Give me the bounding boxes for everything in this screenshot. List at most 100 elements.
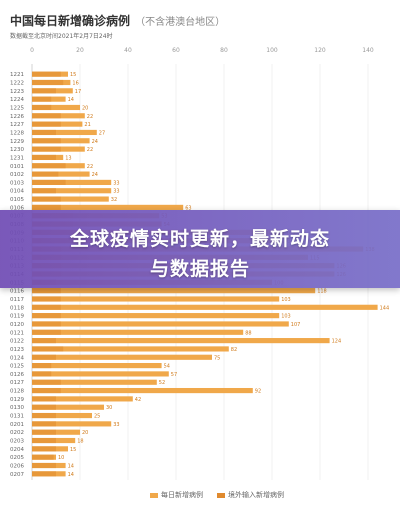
legend-label-imported: 境外输入新增病例 bbox=[228, 491, 284, 499]
bar-imported bbox=[32, 387, 61, 394]
data-label: 14 bbox=[68, 464, 74, 470]
bar-imported bbox=[32, 313, 61, 319]
bar-daily bbox=[32, 346, 229, 352]
y-tick-label: 0127 bbox=[10, 380, 24, 386]
bar-imported bbox=[32, 129, 56, 136]
data-label: 144 bbox=[380, 305, 390, 311]
y-tick-label: 0125 bbox=[10, 364, 24, 370]
y-tick-label: 0102 bbox=[10, 172, 24, 178]
bar-daily bbox=[32, 379, 157, 385]
chart-source: 数据截至北京时间2021年2月7日24时 bbox=[10, 33, 113, 40]
bar-daily bbox=[32, 412, 92, 419]
bar-daily bbox=[32, 179, 112, 185]
y-tick-label: 1223 bbox=[10, 89, 24, 95]
x-tick-label: 140 bbox=[362, 47, 374, 54]
y-tick-label: 1221 bbox=[10, 72, 24, 78]
bar-imported bbox=[32, 363, 52, 369]
bar-imported bbox=[32, 296, 61, 302]
data-label: 88 bbox=[245, 330, 251, 336]
y-tick-label: 0202 bbox=[10, 430, 24, 436]
data-label: 22 bbox=[87, 114, 93, 120]
data-label: 32 bbox=[111, 197, 117, 203]
data-label: 63 bbox=[185, 205, 191, 211]
data-label: 33 bbox=[113, 180, 119, 186]
y-tick-label: 0120 bbox=[10, 322, 24, 328]
bar-imported bbox=[32, 138, 61, 144]
headline-line-2: 与数据报告 bbox=[149, 258, 250, 280]
data-label: 103 bbox=[281, 314, 291, 320]
bar-imported bbox=[32, 104, 52, 111]
bar-daily bbox=[32, 354, 212, 360]
y-tick-label: 0201 bbox=[10, 422, 24, 428]
bar-daily bbox=[32, 171, 90, 177]
bar-daily bbox=[32, 404, 104, 410]
bar-imported bbox=[32, 113, 61, 119]
data-label: 75 bbox=[214, 355, 220, 361]
data-label: 14 bbox=[68, 97, 74, 103]
y-tick-label: 0103 bbox=[10, 180, 24, 186]
bar-imported bbox=[32, 471, 56, 477]
y-tick-label: 0203 bbox=[10, 439, 24, 445]
chart-title: 中国每日新增确诊病例 bbox=[10, 14, 131, 28]
bar-imported bbox=[32, 454, 54, 460]
y-tick-label: 0121 bbox=[10, 330, 24, 336]
data-label: 10 bbox=[58, 455, 64, 461]
bar-imported bbox=[32, 437, 56, 444]
bar-imported bbox=[32, 179, 66, 185]
data-label: 14 bbox=[68, 472, 74, 478]
y-tick-label: 0129 bbox=[10, 397, 24, 403]
bar-imported bbox=[32, 396, 56, 402]
data-label: 17 bbox=[75, 89, 81, 95]
bar-imported bbox=[32, 421, 56, 427]
data-label: 20 bbox=[82, 105, 88, 111]
y-tick-label: 1225 bbox=[10, 105, 24, 111]
data-label: 82 bbox=[231, 347, 237, 353]
y-tick-label: 1228 bbox=[10, 130, 24, 136]
bar-daily bbox=[32, 204, 184, 210]
chart-subtitle: （不含港澳台地区） bbox=[135, 17, 226, 28]
bar-imported bbox=[32, 304, 61, 310]
y-tick-label: 1229 bbox=[10, 139, 24, 145]
bar-imported bbox=[32, 96, 52, 102]
y-tick-label: 1227 bbox=[10, 122, 24, 128]
bar-daily bbox=[32, 387, 253, 394]
x-tick-label: 100 bbox=[266, 47, 278, 54]
bar-imported bbox=[32, 338, 56, 344]
data-label: 92 bbox=[255, 389, 261, 395]
y-tick-label: 0204 bbox=[10, 447, 24, 453]
y-tick-label: 1226 bbox=[10, 114, 24, 120]
y-tick-label: 0206 bbox=[10, 464, 24, 470]
chart-legend: 每日新增病例 境外输入新增病例 bbox=[150, 490, 284, 500]
y-tick-label: 1222 bbox=[10, 80, 24, 86]
x-tick-label: 20 bbox=[76, 47, 84, 54]
data-label: 21 bbox=[84, 122, 90, 128]
bar-daily bbox=[32, 321, 289, 327]
data-label: 54 bbox=[164, 364, 170, 370]
y-tick-label: 0117 bbox=[10, 297, 24, 303]
bar-daily bbox=[32, 313, 280, 319]
bar-daily bbox=[32, 104, 80, 111]
x-tick-label: 40 bbox=[124, 47, 132, 54]
headline-banner[interactable]: 全球疫情实时更新，最新动态 与数据报告 bbox=[0, 210, 400, 288]
headline-text[interactable]: 全球疫情实时更新，最新动态 与数据报告 bbox=[0, 224, 400, 284]
bar-daily bbox=[32, 363, 162, 369]
data-label: 20 bbox=[82, 430, 88, 436]
bar-imported bbox=[32, 379, 61, 385]
y-tick-label: 1231 bbox=[10, 155, 24, 161]
bar-imported bbox=[32, 371, 52, 377]
bar-imported bbox=[32, 321, 61, 327]
x-tick-label: 0 bbox=[30, 47, 34, 54]
bar-imported bbox=[32, 412, 56, 419]
bar-imported bbox=[32, 146, 61, 152]
bar-imported bbox=[32, 88, 56, 94]
y-tick-label: 0119 bbox=[10, 314, 24, 320]
y-tick-label: 1224 bbox=[10, 97, 24, 103]
bar-imported bbox=[32, 188, 56, 194]
bar-imported bbox=[32, 462, 56, 469]
y-tick-label: 0131 bbox=[10, 414, 24, 420]
bar-imported bbox=[32, 121, 61, 127]
bar-daily bbox=[32, 304, 378, 310]
bar-daily bbox=[32, 338, 330, 344]
bar-daily bbox=[32, 421, 112, 427]
y-tick-label: 0124 bbox=[10, 355, 24, 361]
